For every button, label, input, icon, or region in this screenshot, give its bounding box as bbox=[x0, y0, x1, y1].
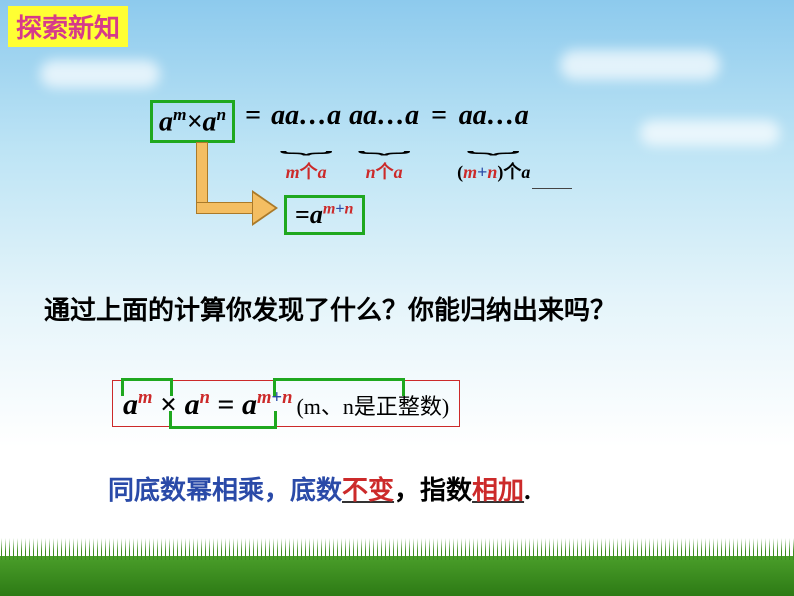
brace-n: ⏟ bbox=[357, 133, 411, 155]
re-plus: + bbox=[335, 200, 344, 217]
label-m: m个a bbox=[286, 158, 327, 184]
result-exp: m+n bbox=[323, 200, 354, 217]
c-p3: ，指数 bbox=[394, 476, 472, 505]
mn-a: a bbox=[521, 162, 530, 182]
lhs-a1: a bbox=[159, 106, 173, 137]
aa-mn: aa…a bbox=[459, 100, 529, 132]
aa-m: aa…a bbox=[271, 100, 341, 132]
group-m: aa…a ⏟ m个a bbox=[271, 100, 341, 184]
c-p4: 相加 bbox=[472, 476, 524, 505]
mn-suffix: 个 bbox=[503, 162, 521, 182]
bracket-top-1 bbox=[121, 378, 173, 396]
m-var: m bbox=[286, 162, 300, 182]
c-p5: . bbox=[524, 476, 531, 505]
cloud-deco bbox=[640, 120, 780, 146]
arrow-vert bbox=[196, 142, 208, 210]
m-suffix: 个 bbox=[300, 162, 318, 182]
mn-plus: + bbox=[477, 162, 487, 182]
c-p1: 同底数幂相乘，底数 bbox=[108, 476, 342, 505]
cloud-deco bbox=[40, 60, 160, 88]
group-n: aa…a ⏟ n个a bbox=[349, 100, 419, 184]
lhs-box: am×an bbox=[150, 100, 235, 143]
re-n: n bbox=[345, 200, 354, 217]
n-suffix: 个 bbox=[376, 162, 394, 182]
bracket-bot-1 bbox=[169, 411, 277, 429]
bracket-top-2 bbox=[273, 378, 405, 396]
lhs-n: n bbox=[216, 105, 226, 124]
f-n: n bbox=[200, 387, 210, 408]
conclusion-text: 同底数幂相乘，底数不变，指数相加. bbox=[108, 470, 531, 507]
cloud-deco bbox=[560, 50, 720, 80]
arrow-head bbox=[252, 190, 278, 226]
group-mn: aa…a ⏟ (m+n)个a bbox=[457, 100, 530, 184]
n-a: a bbox=[394, 162, 403, 182]
c-p2: 不变 bbox=[342, 476, 394, 505]
result-eq: = bbox=[295, 200, 310, 229]
result-box: =am+n bbox=[284, 195, 365, 235]
label-n: n个a bbox=[366, 158, 403, 184]
equals-2: = bbox=[431, 100, 447, 132]
formula-box: am × an = am+n (m、n是正整数) bbox=[112, 380, 460, 427]
f-mp: m bbox=[257, 387, 271, 408]
arrow-horiz bbox=[196, 202, 254, 214]
mn-m: m bbox=[463, 162, 477, 182]
grass-deco bbox=[0, 556, 794, 596]
result-a: a bbox=[310, 200, 323, 229]
brace-m: ⏟ bbox=[279, 133, 333, 155]
m-a: a bbox=[318, 162, 327, 182]
title-text: 探索新知 bbox=[16, 14, 120, 43]
re-m: m bbox=[323, 200, 336, 217]
equals-1: = bbox=[245, 100, 261, 132]
brace-mn: ⏟ bbox=[467, 133, 521, 155]
divider-small bbox=[532, 188, 572, 189]
lhs-a2: a bbox=[202, 106, 216, 137]
lhs-m: m bbox=[173, 105, 187, 124]
n-var: n bbox=[366, 162, 376, 182]
section-title: 探索新知 bbox=[8, 6, 128, 47]
question-text: 通过上面的计算你发现了什么？你能归纳出来吗？ bbox=[44, 290, 616, 327]
lhs-times: × bbox=[187, 106, 203, 137]
label-mn: (m+n)个a bbox=[457, 158, 530, 184]
mn-n: n bbox=[487, 162, 497, 182]
aa-n: aa…a bbox=[349, 100, 419, 132]
arrow-indicator bbox=[196, 142, 208, 210]
